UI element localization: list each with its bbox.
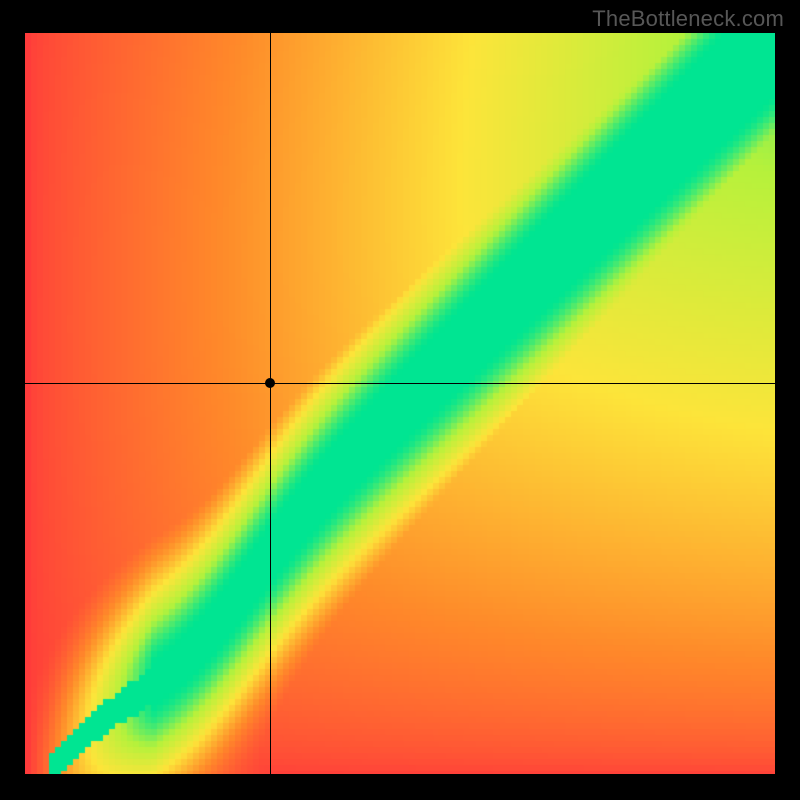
crosshair-vertical <box>270 33 271 774</box>
heatmap-canvas <box>25 33 775 774</box>
watermark-text: TheBottleneck.com <box>592 6 784 32</box>
chart-container: TheBottleneck.com <box>0 0 800 800</box>
plot-area <box>25 33 775 774</box>
crosshair-marker <box>265 378 275 388</box>
crosshair-horizontal <box>25 383 775 384</box>
